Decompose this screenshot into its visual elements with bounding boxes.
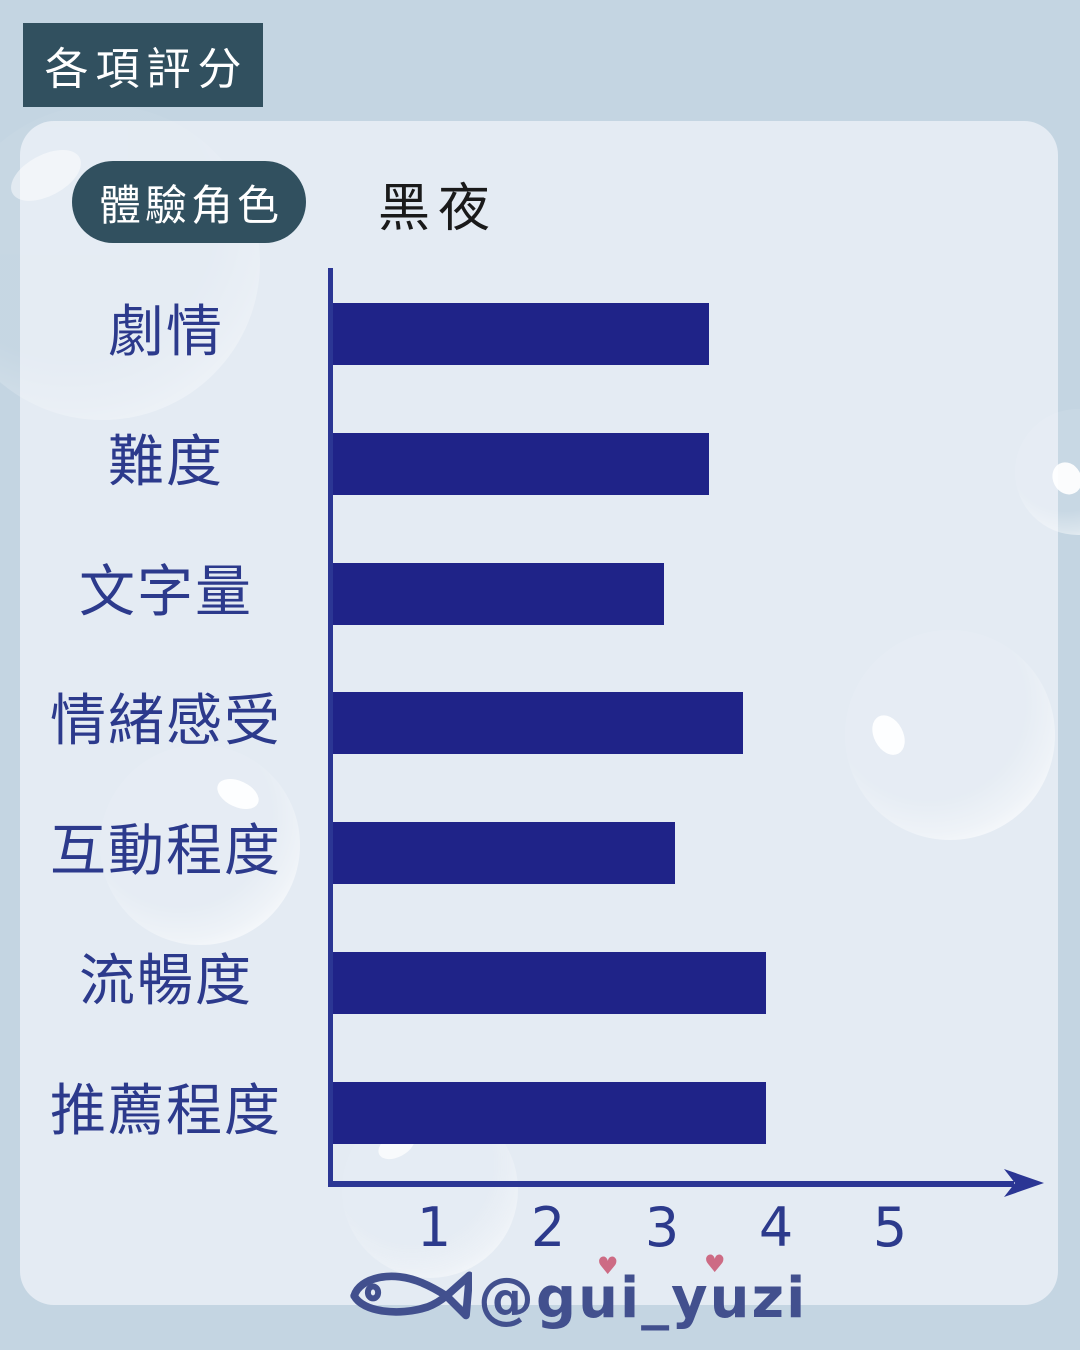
role-badge-label: 體驗角色 (98, 180, 283, 230)
bar (333, 433, 709, 495)
heart-dot-icon: ♥ (704, 1250, 726, 1278)
x-axis-line (328, 1181, 1014, 1187)
x-axis-arrow-icon (1004, 1169, 1044, 1197)
role-value: 黑夜 (378, 179, 499, 239)
category-label: 劇情 (108, 300, 224, 365)
x-axis-tick: 5 (872, 1196, 908, 1259)
bar (333, 952, 766, 1014)
bar (333, 303, 709, 365)
category-label: 互動程度 (50, 819, 282, 884)
page-title-box: 各項評分 (23, 23, 263, 107)
x-axis-tick: 3 (644, 1196, 680, 1259)
category-label: 情緒感受 (50, 689, 282, 754)
category-label: 推薦程度 (50, 1079, 282, 1144)
bar (333, 692, 743, 754)
page-title: 各項評分 (44, 44, 249, 95)
watermark-handle: @gui_yuzi (478, 1266, 808, 1331)
role-badge: 體驗角色 (72, 161, 306, 243)
bar (333, 563, 664, 625)
category-label: 流暢度 (79, 949, 253, 1014)
bar (333, 1082, 766, 1144)
category-label: 文字量 (79, 560, 253, 625)
bar (333, 822, 675, 884)
y-axis-line (328, 268, 333, 1187)
heart-dot-icon: ♥ (597, 1252, 619, 1280)
category-label: 難度 (108, 430, 224, 495)
fish-doodle-icon (350, 1271, 472, 1320)
x-axis-tick: 4 (758, 1196, 794, 1259)
x-axis-tick: 2 (530, 1196, 566, 1259)
x-axis-tick: 1 (416, 1196, 452, 1259)
